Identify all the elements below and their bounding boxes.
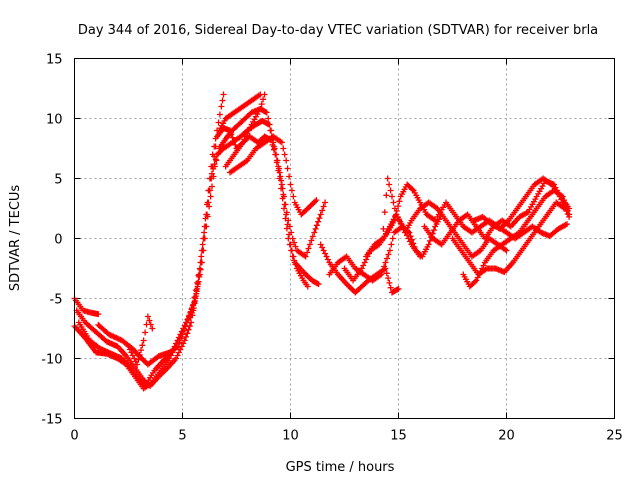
x-tick-label: 15 [390, 429, 407, 444]
series-marks [227, 133, 320, 218]
y-tick-label: -15 [41, 413, 62, 428]
series-trace-6 [222, 91, 268, 170]
series-marks [326, 223, 424, 284]
series-marks [449, 199, 568, 278]
y-tick-label: 5 [54, 173, 62, 188]
x-axis-label: GPS time / hours [286, 460, 395, 475]
y-tick-label: 15 [46, 53, 63, 68]
x-tick-label: 10 [282, 429, 299, 444]
x-tick-label: 25 [606, 429, 623, 444]
series-marks [222, 91, 268, 170]
y-axis-label: SDTVAR / TECUs [8, 185, 23, 292]
x-tick-label: 5 [178, 429, 186, 444]
series-trace-15 [449, 199, 568, 278]
series-trace-7 [216, 91, 264, 134]
series-marks [421, 177, 573, 248]
plot-frame [74, 58, 615, 419]
chart-title: Day 344 of 2016, Sidereal Day-to-day VTE… [78, 23, 598, 38]
series-trace-18 [421, 177, 573, 248]
y-tick-label: -5 [50, 293, 63, 308]
series-trace-10 [326, 223, 424, 284]
series-trace-8 [227, 133, 320, 218]
series-trace-5 [125, 313, 156, 368]
y-tick-label: 0 [54, 233, 62, 248]
y-tick-label: 10 [46, 113, 63, 128]
series-marks [216, 91, 264, 134]
plot-area [71, 91, 573, 392]
series-marks [125, 313, 156, 368]
x-tick-label: 20 [498, 429, 515, 444]
x-tick-label: 0 [70, 429, 78, 444]
axis-ticks: 0 5 10 15 20 25 -15 -10 -5 0 5 10 15 [41, 53, 623, 444]
y-tick-label: -10 [41, 353, 62, 368]
